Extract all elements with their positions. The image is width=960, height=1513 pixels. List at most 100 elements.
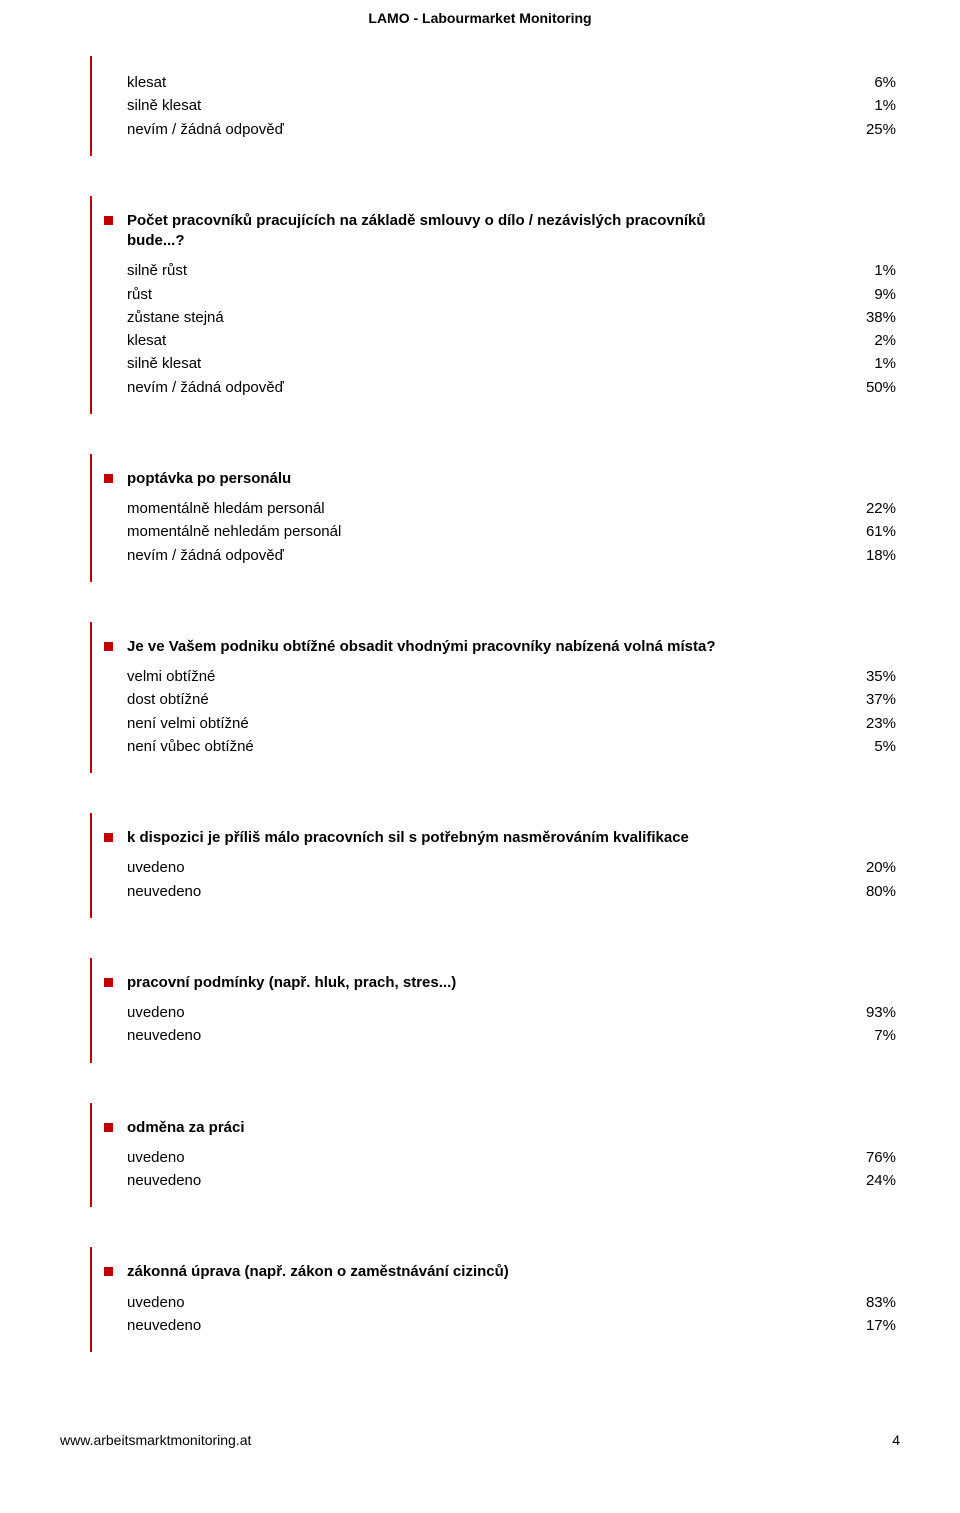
row-label: silně klesat bbox=[127, 94, 826, 117]
block-title: zákonná úprava (např. zákon o zaměstnává… bbox=[127, 1262, 767, 1282]
row-value: 35% bbox=[826, 665, 896, 688]
row-value: 6% bbox=[826, 71, 896, 94]
row-label: uvedeno bbox=[127, 1146, 826, 1169]
row-value: 25% bbox=[826, 118, 896, 141]
data-row: klesat6% bbox=[127, 71, 900, 94]
row-value: 24% bbox=[826, 1169, 896, 1192]
row-value: 38% bbox=[826, 306, 896, 329]
data-row: momentálně hledám personál22% bbox=[127, 497, 900, 520]
row-label: silně klesat bbox=[127, 352, 826, 375]
block-title: k dispozici je příliš málo pracovních si… bbox=[127, 828, 767, 848]
data-row: neuvedeno17% bbox=[127, 1314, 900, 1337]
data-row: uvedeno83% bbox=[127, 1291, 900, 1314]
row-value: 1% bbox=[826, 94, 896, 117]
data-row: uvedeno20% bbox=[127, 856, 900, 879]
data-row: nevím / žádná odpověď50% bbox=[127, 376, 900, 399]
row-label: nevím / žádná odpověď bbox=[127, 544, 826, 567]
row-value: 2% bbox=[826, 329, 896, 352]
row-label: silně růst bbox=[127, 259, 826, 282]
data-row: silně klesat1% bbox=[127, 94, 900, 117]
footer-url: www.arbeitsmarktmonitoring.at bbox=[60, 1432, 251, 1448]
row-label: momentálně hledám personál bbox=[127, 497, 826, 520]
square-bullet-icon bbox=[104, 1267, 113, 1276]
row-value: 5% bbox=[826, 735, 896, 758]
row-label: velmi obtížné bbox=[127, 665, 826, 688]
row-value: 37% bbox=[826, 688, 896, 711]
row-value: 9% bbox=[826, 283, 896, 306]
square-bullet-icon bbox=[104, 642, 113, 651]
data-row: velmi obtížné35% bbox=[127, 665, 900, 688]
row-label: není velmi obtížné bbox=[127, 712, 826, 735]
row-value: 22% bbox=[826, 497, 896, 520]
data-row: není vůbec obtížné5% bbox=[127, 735, 900, 758]
page-header: LAMO - Labourmarket Monitoring bbox=[60, 0, 900, 56]
row-value: 1% bbox=[826, 352, 896, 375]
data-row: nevím / žádná odpověď25% bbox=[127, 118, 900, 141]
data-row: neuvedeno7% bbox=[127, 1024, 900, 1047]
row-label: dost obtížné bbox=[127, 688, 826, 711]
data-row: není velmi obtížné23% bbox=[127, 712, 900, 735]
row-label: nevím / žádná odpověď bbox=[127, 376, 826, 399]
survey-block: Počet pracovníků pracujících na základě … bbox=[90, 196, 900, 414]
block-title: Je ve Vašem podniku obtížné obsadit vhod… bbox=[127, 637, 767, 657]
square-bullet-icon bbox=[104, 833, 113, 842]
survey-block: klesat6%silně klesat1%nevím / žádná odpo… bbox=[90, 56, 900, 156]
row-label: neuvedeno bbox=[127, 1024, 826, 1047]
data-row: růst9% bbox=[127, 283, 900, 306]
data-row: neuvedeno24% bbox=[127, 1169, 900, 1192]
page-footer: www.arbeitsmarktmonitoring.at 4 bbox=[60, 1392, 900, 1448]
row-value: 7% bbox=[826, 1024, 896, 1047]
survey-block: zákonná úprava (např. zákon o zaměstnává… bbox=[90, 1247, 900, 1352]
data-row: neuvedeno80% bbox=[127, 880, 900, 903]
survey-block: poptávka po personálu momentálně hledám p… bbox=[90, 454, 900, 582]
row-value: 50% bbox=[826, 376, 896, 399]
block-title: poptávka po personálu bbox=[127, 469, 767, 489]
row-label: neuvedeno bbox=[127, 1314, 826, 1337]
row-label: není vůbec obtížné bbox=[127, 735, 826, 758]
row-label: nevím / žádná odpověď bbox=[127, 118, 826, 141]
data-row: uvedeno93% bbox=[127, 1001, 900, 1024]
row-value: 17% bbox=[826, 1314, 896, 1337]
data-row: zůstane stejná38% bbox=[127, 306, 900, 329]
square-bullet-icon bbox=[104, 474, 113, 483]
survey-block: odměna za práci uvedeno76%neuvedeno24% bbox=[90, 1103, 900, 1208]
data-row: silně klesat1% bbox=[127, 352, 900, 375]
row-label: růst bbox=[127, 283, 826, 306]
block-title: Počet pracovníků pracujících na základě … bbox=[127, 211, 767, 252]
row-label: uvedeno bbox=[127, 1291, 826, 1314]
row-value: 83% bbox=[826, 1291, 896, 1314]
row-value: 80% bbox=[826, 880, 896, 903]
row-value: 76% bbox=[826, 1146, 896, 1169]
row-label: momentálně nehledám personál bbox=[127, 520, 826, 543]
data-row: uvedeno76% bbox=[127, 1146, 900, 1169]
row-label: klesat bbox=[127, 71, 826, 94]
blocks-container: klesat6%silně klesat1%nevím / žádná odpo… bbox=[90, 56, 900, 1352]
square-bullet-icon bbox=[104, 978, 113, 987]
row-value: 1% bbox=[826, 259, 896, 282]
data-row: silně růst1% bbox=[127, 259, 900, 282]
row-label: zůstane stejná bbox=[127, 306, 826, 329]
square-bullet-icon bbox=[104, 1123, 113, 1132]
row-value: 18% bbox=[826, 544, 896, 567]
data-row: nevím / žádná odpověď18% bbox=[127, 544, 900, 567]
row-label: neuvedeno bbox=[127, 880, 826, 903]
page: LAMO - Labourmarket Monitoring klesat6%s… bbox=[0, 0, 960, 1478]
square-bullet-icon bbox=[104, 216, 113, 225]
survey-block: Je ve Vašem podniku obtížné obsadit vhod… bbox=[90, 622, 900, 773]
row-label: klesat bbox=[127, 329, 826, 352]
survey-block: k dispozici je příliš málo pracovních si… bbox=[90, 813, 900, 918]
row-value: 61% bbox=[826, 520, 896, 543]
row-value: 23% bbox=[826, 712, 896, 735]
row-label: uvedeno bbox=[127, 856, 826, 879]
survey-block: pracovní podmínky (např. hluk, prach, st… bbox=[90, 958, 900, 1063]
row-value: 93% bbox=[826, 1001, 896, 1024]
data-row: dost obtížné37% bbox=[127, 688, 900, 711]
data-row: momentálně nehledám personál61% bbox=[127, 520, 900, 543]
block-title: pracovní podmínky (např. hluk, prach, st… bbox=[127, 973, 767, 993]
data-row: klesat2% bbox=[127, 329, 900, 352]
footer-page-number: 4 bbox=[892, 1432, 900, 1448]
row-label: neuvedeno bbox=[127, 1169, 826, 1192]
block-title: odměna za práci bbox=[127, 1118, 767, 1138]
row-label: uvedeno bbox=[127, 1001, 826, 1024]
row-value: 20% bbox=[826, 856, 896, 879]
